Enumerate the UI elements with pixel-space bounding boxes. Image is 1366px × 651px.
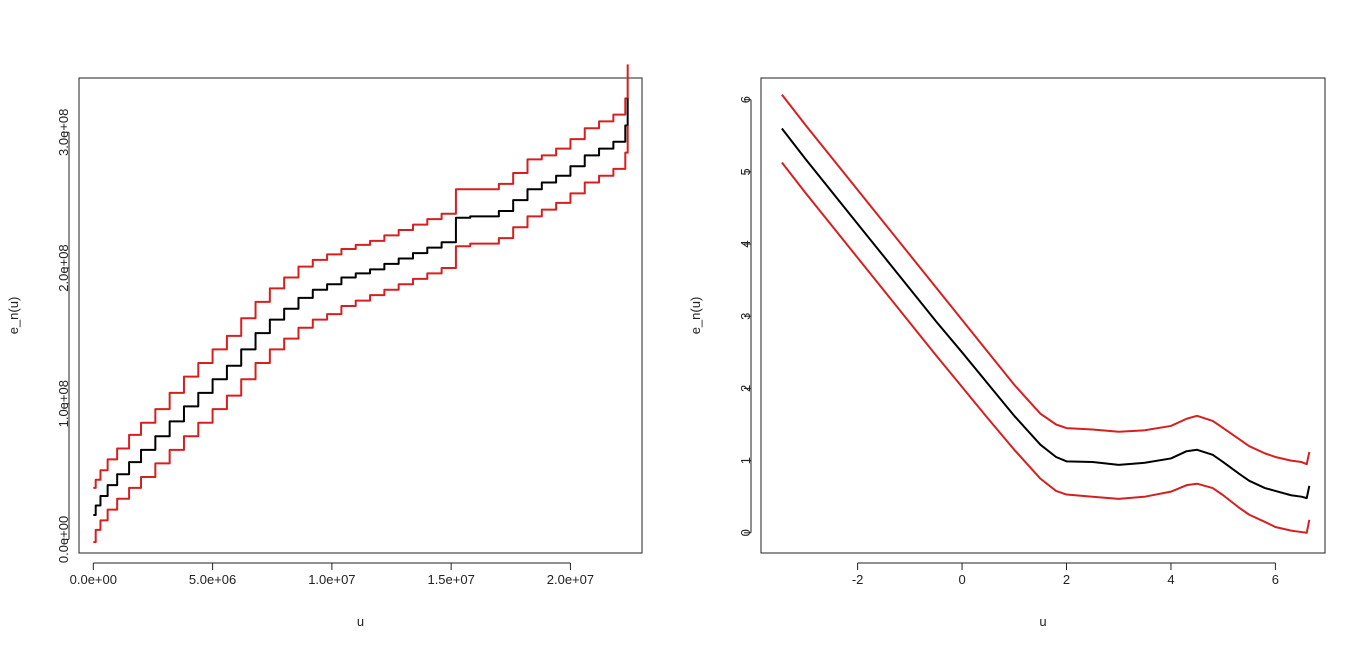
x-axis-title: u — [357, 614, 364, 629]
y-tick-label: 1.0e+08 — [56, 380, 71, 427]
series-line-upper — [781, 93, 1311, 466]
x-tick-label: 1.5e+07 — [427, 572, 474, 587]
y-axis-title: e_n(u) — [6, 297, 21, 335]
y-tick-label: 0.0e+00 — [56, 516, 71, 563]
series-line-lower — [93, 125, 629, 544]
series-line-lower — [781, 161, 1311, 534]
y-tick-label: 5 — [738, 168, 753, 175]
y-tick-label: 3 — [738, 313, 753, 320]
plot-frame — [760, 77, 1326, 554]
y-tick-label: 4 — [738, 240, 753, 247]
y-tick-label: 1 — [738, 457, 753, 464]
series-line-estimate — [93, 98, 629, 516]
series-line-estimate — [781, 127, 1311, 500]
y-tick-label: 2.0e+08 — [56, 244, 71, 291]
y-tick-label: 6 — [738, 96, 753, 103]
x-tick-label: 6 — [1272, 572, 1279, 587]
y-tick-label: 2 — [738, 385, 753, 392]
plot-frame — [78, 77, 643, 554]
x-tick-label: 2 — [1063, 572, 1070, 587]
y-tick-label: 0 — [738, 529, 753, 536]
x-tick-label: 0 — [958, 572, 965, 587]
x-tick-label: 5.0e+06 — [189, 572, 236, 587]
x-axis-title: u — [1039, 614, 1046, 629]
x-tick-label: 1.0e+07 — [308, 572, 355, 587]
series-line-upper — [93, 64, 629, 489]
x-tick-label: 0.0e+00 — [70, 572, 117, 587]
y-axis-title: e_n(u) — [688, 297, 703, 335]
left-plot-panel: 0.0e+00 5.0e+06 1.0e+07 1.5e+07 2.0e+07 0.0e+… — [6, 64, 643, 629]
x-tick-label: 2.0e+07 — [547, 572, 594, 587]
x-tick-label: -2 — [852, 572, 864, 587]
y-tick-label: 3.0e+08 — [56, 109, 71, 156]
x-tick-label: 4 — [1167, 572, 1174, 587]
right-plot-panel: -2 0 2 4 6 0 1 2 3 4 5 6 u e_n(u) — [688, 77, 1326, 629]
